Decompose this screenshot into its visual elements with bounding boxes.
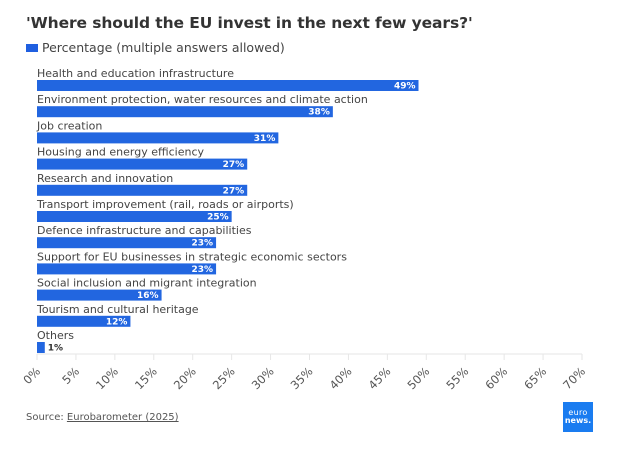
x-tick-label: 0% <box>20 364 43 387</box>
bar[interactable] <box>37 237 217 249</box>
category-label: Job creation <box>36 119 102 132</box>
x-tick-label: 35% <box>288 364 316 392</box>
x-tick-label: 25% <box>210 364 238 392</box>
bar[interactable] <box>37 263 217 275</box>
category-label: Transport improvement (rail, roads or ai… <box>36 198 294 211</box>
bar[interactable] <box>37 106 333 118</box>
data-label: 38% <box>308 108 330 118</box>
x-tick-label: 50% <box>404 364 432 392</box>
data-label: 25% <box>207 213 229 223</box>
x-tick-label: 40% <box>327 364 355 392</box>
x-tick-label: 30% <box>249 364 277 392</box>
bar[interactable] <box>37 132 279 144</box>
euronews-logo: euro news. <box>563 402 593 432</box>
category-label: Support for EU businesses in strategic e… <box>37 250 347 263</box>
category-label: Environment protection, water resources … <box>37 93 368 106</box>
x-tick-label: 5% <box>59 364 82 387</box>
data-label: 23% <box>192 239 214 249</box>
data-label: 16% <box>137 291 159 301</box>
logo-line2: news. <box>564 416 592 425</box>
source-note: Source: Eurobarometer (2025) <box>26 412 179 423</box>
legend-swatch <box>26 43 38 52</box>
data-label: 27% <box>223 160 245 170</box>
category-label: Health and education infrastructure <box>37 67 234 80</box>
bar[interactable] <box>37 342 45 353</box>
legend-label: Percentage (multiple answers allowed) <box>42 40 285 55</box>
bar[interactable] <box>37 289 162 301</box>
logo-line1: euro <box>568 408 588 417</box>
data-label: 31% <box>254 134 276 144</box>
bars-group: Health and education infrastructure 49% En… <box>36 67 419 354</box>
x-tick-label: 45% <box>366 364 394 392</box>
source-link[interactable]: Eurobarometer (2025) <box>66 412 179 423</box>
category-label: Research and innovation <box>37 172 173 185</box>
bar[interactable] <box>37 184 248 196</box>
chart-title: 'Where should the EU invest in the next … <box>26 14 473 32</box>
x-tick-label: 10% <box>93 364 121 392</box>
category-label: Others <box>37 329 74 342</box>
x-tick-label: 65% <box>521 364 549 392</box>
x-tick-label: 55% <box>443 364 471 392</box>
source-prefix: Source: <box>26 412 67 423</box>
legend[interactable]: Percentage (multiple answers allowed) <box>26 40 285 55</box>
x-tick-label: 60% <box>482 364 510 392</box>
category-label: Tourism and cultural heritage <box>36 303 199 316</box>
bar[interactable] <box>37 80 419 91</box>
bar[interactable] <box>37 211 232 222</box>
data-label: 49% <box>394 82 416 92</box>
bar[interactable] <box>37 158 248 170</box>
category-label: Housing and energy efficiency <box>37 146 205 159</box>
x-tick-label: 15% <box>132 364 160 392</box>
data-label: 12% <box>106 317 128 327</box>
category-label: Defence infrastructure and capabilities <box>37 224 252 237</box>
category-label: Social inclusion and migrant integration <box>37 277 257 290</box>
x-axis: 0% 5% 10% 15% 20% 25% 30% 35% 40% 45% 50% 55% 60% 65%… <box>20 353 588 392</box>
x-tick-label: 20% <box>171 364 199 392</box>
data-label: 1% <box>48 344 63 354</box>
data-label: 23% <box>192 265 214 275</box>
bar[interactable] <box>37 315 131 327</box>
x-tick-label: 70% <box>560 364 588 392</box>
bar-chart: Health and education infrastructure 49% En… <box>20 67 588 392</box>
data-label: 27% <box>223 186 245 196</box>
